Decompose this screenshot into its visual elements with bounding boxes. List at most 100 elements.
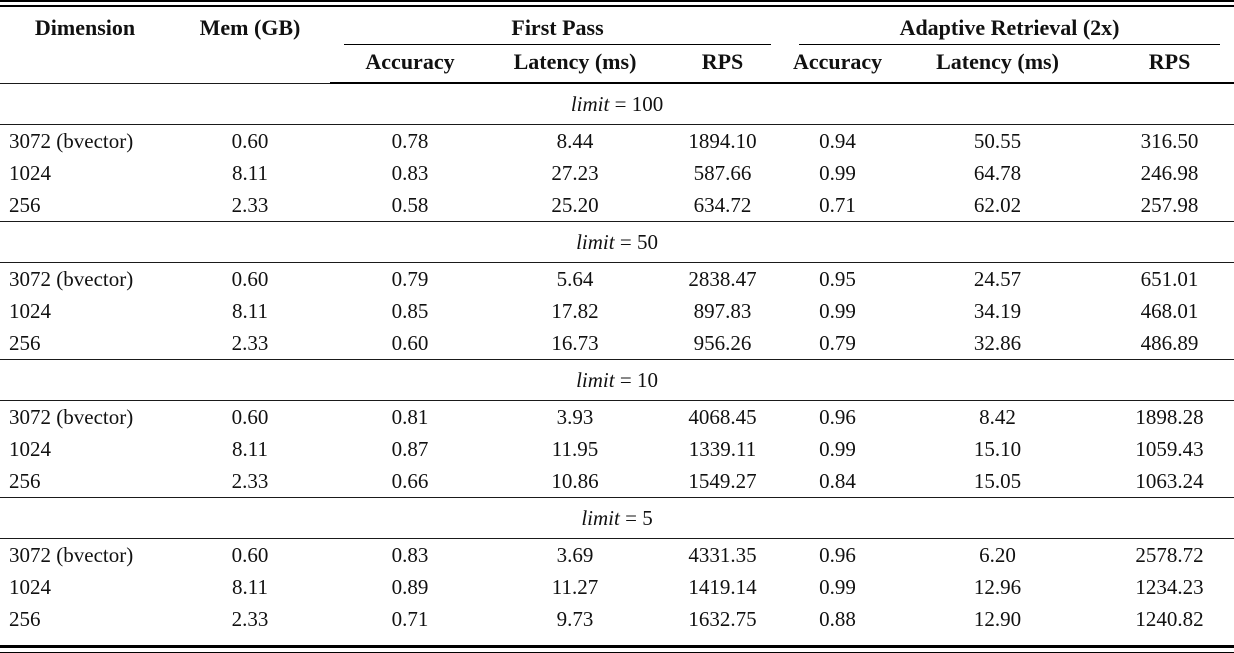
cell-value: 0.89	[330, 571, 490, 603]
cell-value: 1632.75	[660, 603, 785, 645]
cell-value: 1419.14	[660, 571, 785, 603]
cell-value: 651.01	[1105, 263, 1234, 296]
cell-value: 316.50	[1105, 125, 1234, 158]
cell-value: 1549.27	[660, 465, 785, 498]
col-header-dimension: Dimension	[0, 7, 170, 83]
cell-dimension: 1024	[0, 295, 170, 327]
cell-value: 3.93	[490, 401, 660, 434]
cell-value: 0.58	[330, 189, 490, 222]
cell-value: 0.85	[330, 295, 490, 327]
section-label-value: = 10	[615, 368, 658, 392]
section-label-value: = 50	[615, 230, 658, 254]
col-header-ar-rps: RPS	[1105, 45, 1234, 83]
cell-value: 956.26	[660, 327, 785, 360]
cell-value: 0.60	[170, 539, 330, 572]
cell-value: 587.66	[660, 157, 785, 189]
cell-value: 897.83	[660, 295, 785, 327]
cell-value: 5.64	[490, 263, 660, 296]
col-header-fp-rps: RPS	[660, 45, 785, 83]
cell-dimension: 3072 (bvector)	[0, 125, 170, 158]
col-header-fp-latency: Latency (ms)	[490, 45, 660, 83]
cell-value: 0.99	[785, 157, 890, 189]
cell-value: 0.66	[330, 465, 490, 498]
cell-value: 8.11	[170, 157, 330, 189]
cell-value: 6.20	[890, 539, 1105, 572]
benchmark-table: Dimension Mem (GB) First Pass Adaptive R…	[0, 7, 1234, 645]
section-label-variable: limit	[576, 230, 615, 254]
cell-value: 15.10	[890, 433, 1105, 465]
cell-value: 3.69	[490, 539, 660, 572]
cell-value: 0.88	[785, 603, 890, 645]
cell-dimension: 256	[0, 603, 170, 645]
cell-value: 34.19	[890, 295, 1105, 327]
cell-value: 0.60	[170, 263, 330, 296]
cell-value: 12.90	[890, 603, 1105, 645]
cell-value: 0.96	[785, 401, 890, 434]
section-label: limit = 5	[0, 498, 1234, 539]
cell-value: 1240.82	[1105, 603, 1234, 645]
cell-dimension: 3072 (bvector)	[0, 401, 170, 434]
cell-value: 2578.72	[1105, 539, 1234, 572]
cell-value: 17.82	[490, 295, 660, 327]
col-header-fp-accuracy: Accuracy	[330, 45, 490, 83]
cell-value: 1898.28	[1105, 401, 1234, 434]
section-header-row: limit = 100	[0, 83, 1234, 125]
cell-value: 0.71	[330, 603, 490, 645]
cell-value: 0.60	[330, 327, 490, 360]
col-header-ar-accuracy: Accuracy	[785, 45, 890, 83]
cell-value: 0.99	[785, 433, 890, 465]
cell-value: 32.86	[890, 327, 1105, 360]
section-label-value: = 5	[620, 506, 653, 530]
cell-value: 27.23	[490, 157, 660, 189]
group-header-first-pass-label: First Pass	[344, 16, 771, 45]
cell-value: 1339.11	[660, 433, 785, 465]
section-label-variable: limit	[576, 368, 615, 392]
section-label-value: = 100	[609, 92, 663, 116]
cell-value: 8.11	[170, 433, 330, 465]
cell-value: 0.99	[785, 295, 890, 327]
group-header-adaptive-retrieval: Adaptive Retrieval (2x)	[785, 7, 1234, 45]
cell-value: 1063.24	[1105, 465, 1234, 498]
cell-dimension: 1024	[0, 571, 170, 603]
cell-value: 1234.23	[1105, 571, 1234, 603]
cell-value: 64.78	[890, 157, 1105, 189]
cell-value: 1059.43	[1105, 433, 1234, 465]
cell-value: 0.79	[785, 327, 890, 360]
col-header-mem: Mem (GB)	[170, 7, 330, 83]
cell-dimension: 1024	[0, 157, 170, 189]
group-header-adaptive-retrieval-label: Adaptive Retrieval (2x)	[799, 16, 1220, 45]
cell-value: 486.89	[1105, 327, 1234, 360]
cell-value: 8.44	[490, 125, 660, 158]
section-label-variable: limit	[581, 506, 620, 530]
cell-value: 1894.10	[660, 125, 785, 158]
cell-value: 0.78	[330, 125, 490, 158]
cell-value: 25.20	[490, 189, 660, 222]
table-header: Dimension Mem (GB) First Pass Adaptive R…	[0, 7, 1234, 83]
cell-value: 0.79	[330, 263, 490, 296]
cell-value: 0.87	[330, 433, 490, 465]
cell-dimension: 3072 (bvector)	[0, 263, 170, 296]
cell-value: 2.33	[170, 189, 330, 222]
cell-value: 634.72	[660, 189, 785, 222]
cell-value: 2838.47	[660, 263, 785, 296]
cell-value: 11.27	[490, 571, 660, 603]
cell-value: 16.73	[490, 327, 660, 360]
cell-value: 11.95	[490, 433, 660, 465]
col-header-ar-latency: Latency (ms)	[890, 45, 1105, 83]
cell-value: 468.01	[1105, 295, 1234, 327]
cell-value: 24.57	[890, 263, 1105, 296]
section-label: limit = 10	[0, 360, 1234, 401]
section-label: limit = 50	[0, 222, 1234, 263]
cell-value: 0.71	[785, 189, 890, 222]
